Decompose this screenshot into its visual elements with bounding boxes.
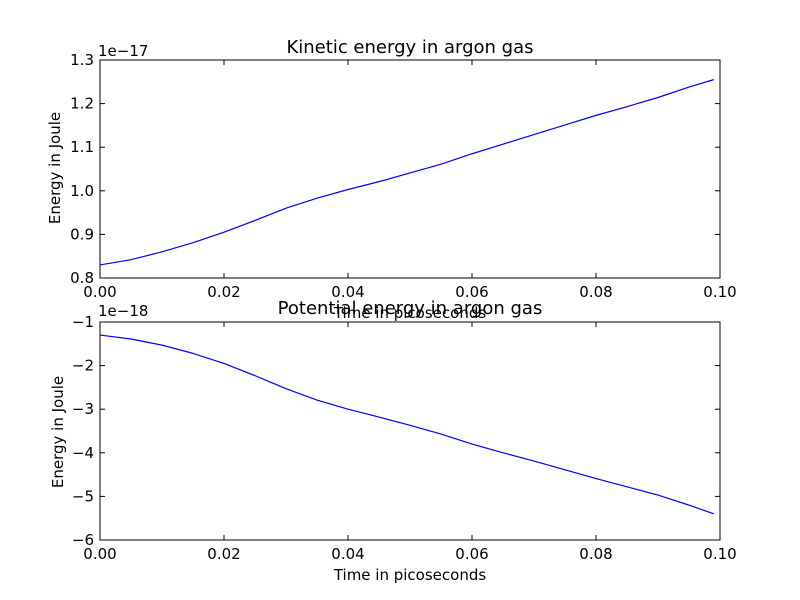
- y-tick-label: −5: [72, 487, 94, 505]
- potential-subplot: Potential energy in argon gas 1e−18 Ener…: [49, 298, 737, 584]
- y-tick-label: 0.9: [70, 225, 94, 243]
- potential-y-axis-label: Energy in Joule: [49, 376, 67, 488]
- x-tick-label: 0.04: [331, 283, 364, 301]
- x-tick-label: 0.08: [579, 545, 612, 563]
- y-tick-label: −2: [72, 357, 94, 375]
- potential-plot-area: 0.00 0.02 0.04 0.06 0.08 0.10 −1 −2 −3 −4 −5 −6: [72, 313, 737, 563]
- y-tick-label: 1.0: [70, 182, 94, 200]
- y-tick-label: −6: [72, 531, 94, 549]
- series-line: [99, 334, 714, 515]
- axes-frame: [99, 59, 721, 279]
- y-tick-label: −3: [72, 400, 94, 418]
- kinetic-y-axis-label: Energy in Joule: [46, 112, 64, 224]
- x-tick-label: 0.10: [703, 545, 736, 563]
- kinetic-x-axis-label: Time in picoseconds: [333, 304, 487, 322]
- kinetic-title: Kinetic energy in argon gas: [286, 37, 533, 58]
- x-tick-label: 0.02: [207, 283, 240, 301]
- x-tick-label: 0.06: [455, 545, 488, 563]
- x-tick-label: 0.02: [207, 545, 240, 563]
- series-line: [99, 79, 714, 266]
- x-tick-label: 0.00: [83, 545, 116, 563]
- y-tick-label: −1: [72, 313, 94, 331]
- potential-x-axis-label: Time in picoseconds: [333, 566, 487, 584]
- y-tick-label: 1.3: [70, 51, 94, 69]
- potential-offset-text: 1e−18: [98, 302, 148, 320]
- y-tick-label: −4: [72, 444, 94, 462]
- x-tick-label: 0.08: [579, 283, 612, 301]
- kinetic-plot-area: 0.00 0.02 0.04 0.06 0.08 0.10 0.8 0.9 1.0 1.1 1.2 1…: [70, 51, 737, 301]
- axes-frame: [99, 321, 721, 541]
- x-tick-label: 0.10: [703, 283, 736, 301]
- x-tick-label: 0.04: [331, 545, 364, 563]
- kinetic-subplot: Kinetic energy in argon gas 1e−17 Energy…: [46, 37, 737, 322]
- x-tick-label: 0.00: [83, 283, 116, 301]
- x-tick-label: 0.06: [455, 283, 488, 301]
- potential-title: Potential energy in argon gas: [278, 298, 543, 319]
- y-tick-label: 1.1: [70, 138, 94, 156]
- kinetic-offset-text: 1e−17: [98, 42, 148, 60]
- y-tick-label: 0.8: [70, 269, 94, 287]
- y-tick-label: 1.2: [70, 95, 94, 113]
